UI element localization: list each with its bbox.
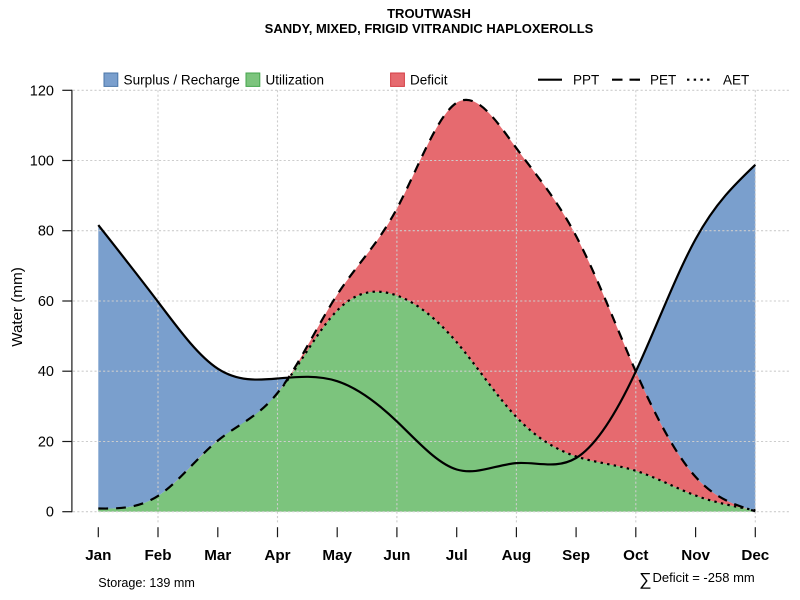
svg-text:Oct: Oct <box>623 547 648 564</box>
svg-text:PET: PET <box>650 73 676 88</box>
svg-text:Jul: Jul <box>446 547 468 564</box>
svg-text:TROUTWASH: TROUTWASH <box>387 6 471 21</box>
svg-text:Utilization: Utilization <box>266 73 325 88</box>
svg-text:Jun: Jun <box>383 547 410 564</box>
svg-text:Deficit = -258 mm: Deficit = -258 mm <box>653 570 755 585</box>
svg-text:100: 100 <box>30 154 54 170</box>
svg-text:80: 80 <box>38 224 54 240</box>
svg-text:60: 60 <box>38 294 54 310</box>
svg-text:Storage: 139 mm: Storage: 139 mm <box>98 576 195 590</box>
svg-text:PPT: PPT <box>573 73 599 88</box>
svg-text:SANDY, MIXED, FRIGID VITRANDIC: SANDY, MIXED, FRIGID VITRANDIC HAPLOXERO… <box>265 21 594 36</box>
svg-text:Jan: Jan <box>85 547 111 564</box>
svg-text:∑: ∑ <box>639 569 651 589</box>
svg-text:Aug: Aug <box>502 547 532 564</box>
svg-text:Surplus / Recharge: Surplus / Recharge <box>124 73 240 88</box>
svg-text:20: 20 <box>38 435 54 451</box>
svg-text:Sep: Sep <box>562 547 590 564</box>
svg-text:Dec: Dec <box>741 547 769 564</box>
svg-text:Water (mm): Water (mm) <box>9 267 26 347</box>
svg-text:May: May <box>322 547 352 564</box>
svg-text:40: 40 <box>38 364 54 380</box>
svg-text:Apr: Apr <box>264 547 290 564</box>
svg-text:0: 0 <box>46 505 54 521</box>
svg-text:120: 120 <box>30 83 54 99</box>
svg-text:AET: AET <box>723 73 749 88</box>
svg-text:Feb: Feb <box>144 547 171 564</box>
svg-text:Mar: Mar <box>204 547 231 564</box>
svg-text:Deficit: Deficit <box>410 73 448 88</box>
svg-text:Nov: Nov <box>681 547 710 564</box>
